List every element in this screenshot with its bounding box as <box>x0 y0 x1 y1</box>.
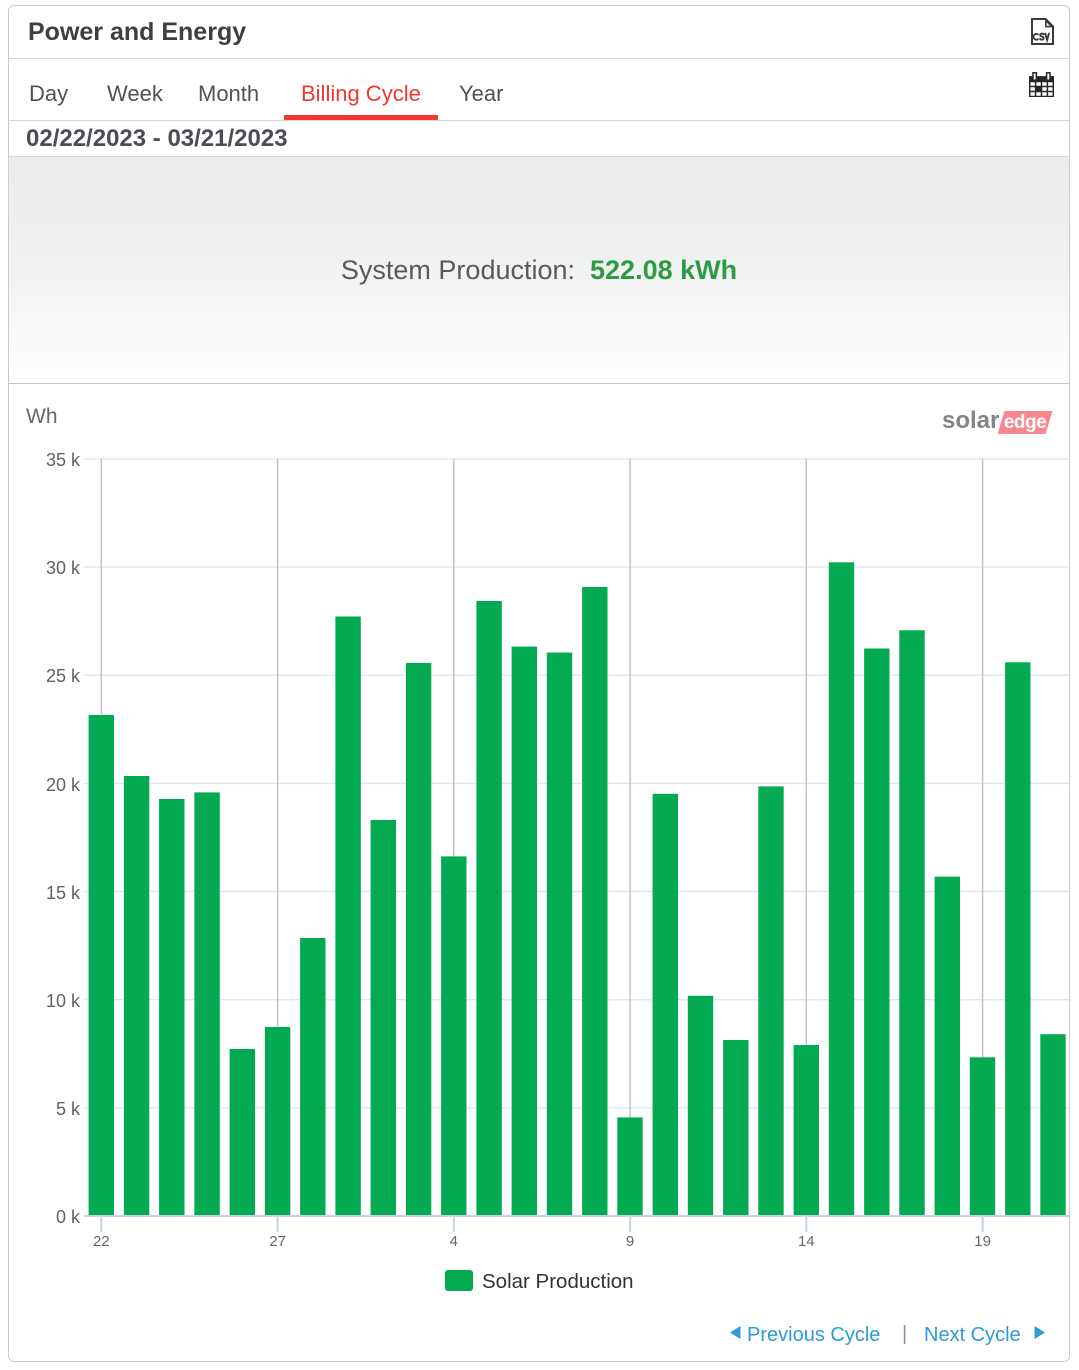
svg-text:27: 27 <box>269 1233 286 1250</box>
svg-text:19: 19 <box>974 1233 991 1250</box>
svg-text:5 k: 5 k <box>56 1099 81 1119</box>
svg-text:22: 22 <box>93 1233 110 1250</box>
svg-text:10 k: 10 k <box>46 991 81 1011</box>
svg-text:15 k: 15 k <box>46 883 81 903</box>
svg-text:20 k: 20 k <box>46 775 81 795</box>
svg-text:30 k: 30 k <box>46 558 81 578</box>
svg-text:0 k: 0 k <box>56 1207 81 1227</box>
svg-text:14: 14 <box>798 1233 815 1250</box>
svg-text:35 k: 35 k <box>46 450 81 470</box>
svg-text:25 k: 25 k <box>46 666 81 686</box>
svg-text:9: 9 <box>626 1233 634 1250</box>
svg-text:4: 4 <box>450 1233 458 1250</box>
